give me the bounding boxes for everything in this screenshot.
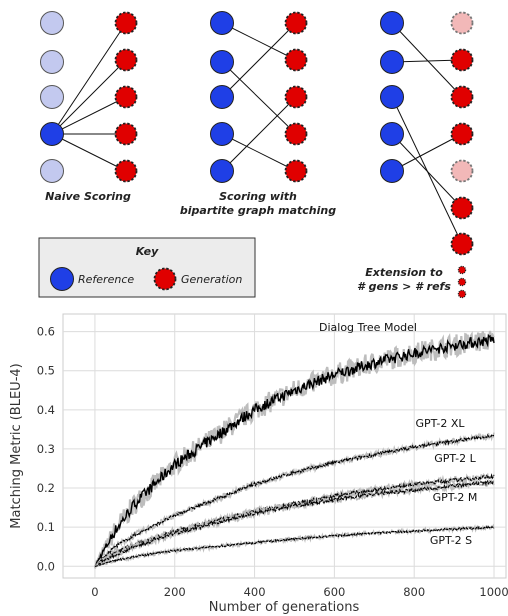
reference-node bbox=[380, 50, 404, 74]
series-label: Dialog Tree Model bbox=[319, 321, 417, 334]
caption-naive-scoring: Naive Scoring bbox=[45, 190, 131, 203]
y-tick-label: 0.6 bbox=[37, 325, 55, 339]
caption-extension-line1: Extension to bbox=[365, 266, 443, 279]
matching-nodes bbox=[40, 11, 474, 299]
y-tick-label: 0.1 bbox=[37, 520, 55, 534]
series-layer bbox=[93, 330, 495, 569]
generation-node bbox=[450, 122, 474, 146]
reference-node bbox=[210, 11, 234, 35]
match-edge bbox=[51, 133, 127, 172]
generation-node bbox=[450, 11, 474, 35]
small-generation-node bbox=[457, 277, 467, 287]
generation-node bbox=[114, 85, 138, 109]
match-edge bbox=[51, 59, 127, 135]
x-tick-label: 200 bbox=[164, 585, 186, 599]
series-line bbox=[94, 434, 495, 567]
x-tick-label: 1000 bbox=[479, 585, 508, 599]
reference-node bbox=[210, 85, 234, 109]
x-tick-label: 0 bbox=[91, 585, 98, 599]
key-background bbox=[38, 237, 256, 298]
y-axis-label: Matching Metric (BLEU-4) bbox=[9, 363, 24, 528]
generation-node bbox=[450, 196, 474, 220]
reference-node bbox=[210, 159, 234, 183]
reference-node bbox=[40, 11, 64, 35]
x-tick-label: 600 bbox=[323, 585, 345, 599]
x-axis-label: Number of generations bbox=[209, 600, 360, 615]
key-box: Key Reference Generation bbox=[38, 237, 256, 298]
series-label: GPT-2 M bbox=[433, 491, 478, 504]
generation-node bbox=[114, 11, 138, 35]
y-tick-label: 0.0 bbox=[37, 559, 55, 573]
generation-node bbox=[284, 122, 308, 146]
key-title: Key bbox=[136, 245, 159, 258]
x-tick-label: 400 bbox=[244, 585, 266, 599]
series-line bbox=[94, 333, 495, 567]
series-label: GPT-2 L bbox=[434, 452, 476, 465]
caption-bipartite-line1: Scoring with bbox=[219, 190, 297, 203]
key-reference-marker bbox=[50, 267, 74, 291]
generation-node bbox=[450, 48, 474, 72]
small-generation-node bbox=[457, 289, 467, 299]
caption-extension-line2: # gens > # refs bbox=[357, 280, 451, 293]
match-edge bbox=[221, 133, 297, 172]
match-edge bbox=[51, 96, 127, 135]
series-label: GPT-2 S bbox=[430, 534, 472, 547]
generation-node bbox=[114, 122, 138, 146]
series-line bbox=[94, 479, 495, 567]
reference-node bbox=[210, 122, 234, 146]
reference-node bbox=[380, 159, 404, 183]
key-generation-marker bbox=[153, 267, 177, 291]
generation-node bbox=[450, 232, 474, 256]
bleu-chart: Dialog Tree Model GPT-2 XL GPT-2 L GPT-2 M G… bbox=[9, 313, 508, 615]
series-error-band bbox=[93, 330, 495, 569]
matching-diagram: Naive Scoring Scoring with bipartite gra… bbox=[38, 11, 474, 299]
series-label: GPT-2 XL bbox=[416, 417, 466, 430]
match-edge bbox=[221, 22, 297, 98]
caption-bipartite-line2: bipartite graph matching bbox=[180, 204, 336, 217]
match-edge bbox=[391, 133, 463, 209]
reference-node bbox=[40, 50, 64, 74]
generation-node bbox=[114, 48, 138, 72]
series-error-band bbox=[94, 432, 495, 567]
reference-node bbox=[380, 11, 404, 35]
match-edge bbox=[221, 96, 297, 172]
generation-node bbox=[284, 159, 308, 183]
match-edge bbox=[51, 22, 127, 135]
x-tick-label: 800 bbox=[403, 585, 425, 599]
match-edge bbox=[391, 133, 463, 172]
reference-node bbox=[40, 122, 64, 146]
small-generation-node bbox=[457, 265, 467, 275]
reference-node bbox=[40, 159, 64, 183]
key-reference-label: Reference bbox=[78, 273, 134, 286]
tick-labels: 0 200 400 600 800 1000 0.0 0.1 0.2 0.3 0.4 0.5 0.6 bbox=[37, 325, 508, 599]
y-tick-label: 0.2 bbox=[37, 481, 55, 495]
key-generation-label: Generation bbox=[181, 273, 242, 286]
generation-node bbox=[284, 11, 308, 35]
y-tick-label: 0.4 bbox=[37, 403, 55, 417]
y-tick-label: 0.3 bbox=[37, 442, 55, 456]
generation-node bbox=[450, 85, 474, 109]
series-labels: Dialog Tree Model GPT-2 XL GPT-2 L GPT-2 M G… bbox=[319, 321, 477, 547]
series-line bbox=[94, 525, 495, 567]
generation-node bbox=[450, 159, 474, 183]
reference-node bbox=[380, 85, 404, 109]
reference-node bbox=[380, 122, 404, 146]
match-edge bbox=[221, 22, 297, 61]
reference-node bbox=[40, 85, 64, 109]
generation-node bbox=[284, 48, 308, 72]
generation-node bbox=[114, 159, 138, 183]
reference-node bbox=[210, 50, 234, 74]
generation-node bbox=[284, 85, 308, 109]
y-tick-label: 0.5 bbox=[37, 364, 55, 378]
match-edge bbox=[391, 22, 463, 98]
match-edge bbox=[221, 61, 297, 135]
